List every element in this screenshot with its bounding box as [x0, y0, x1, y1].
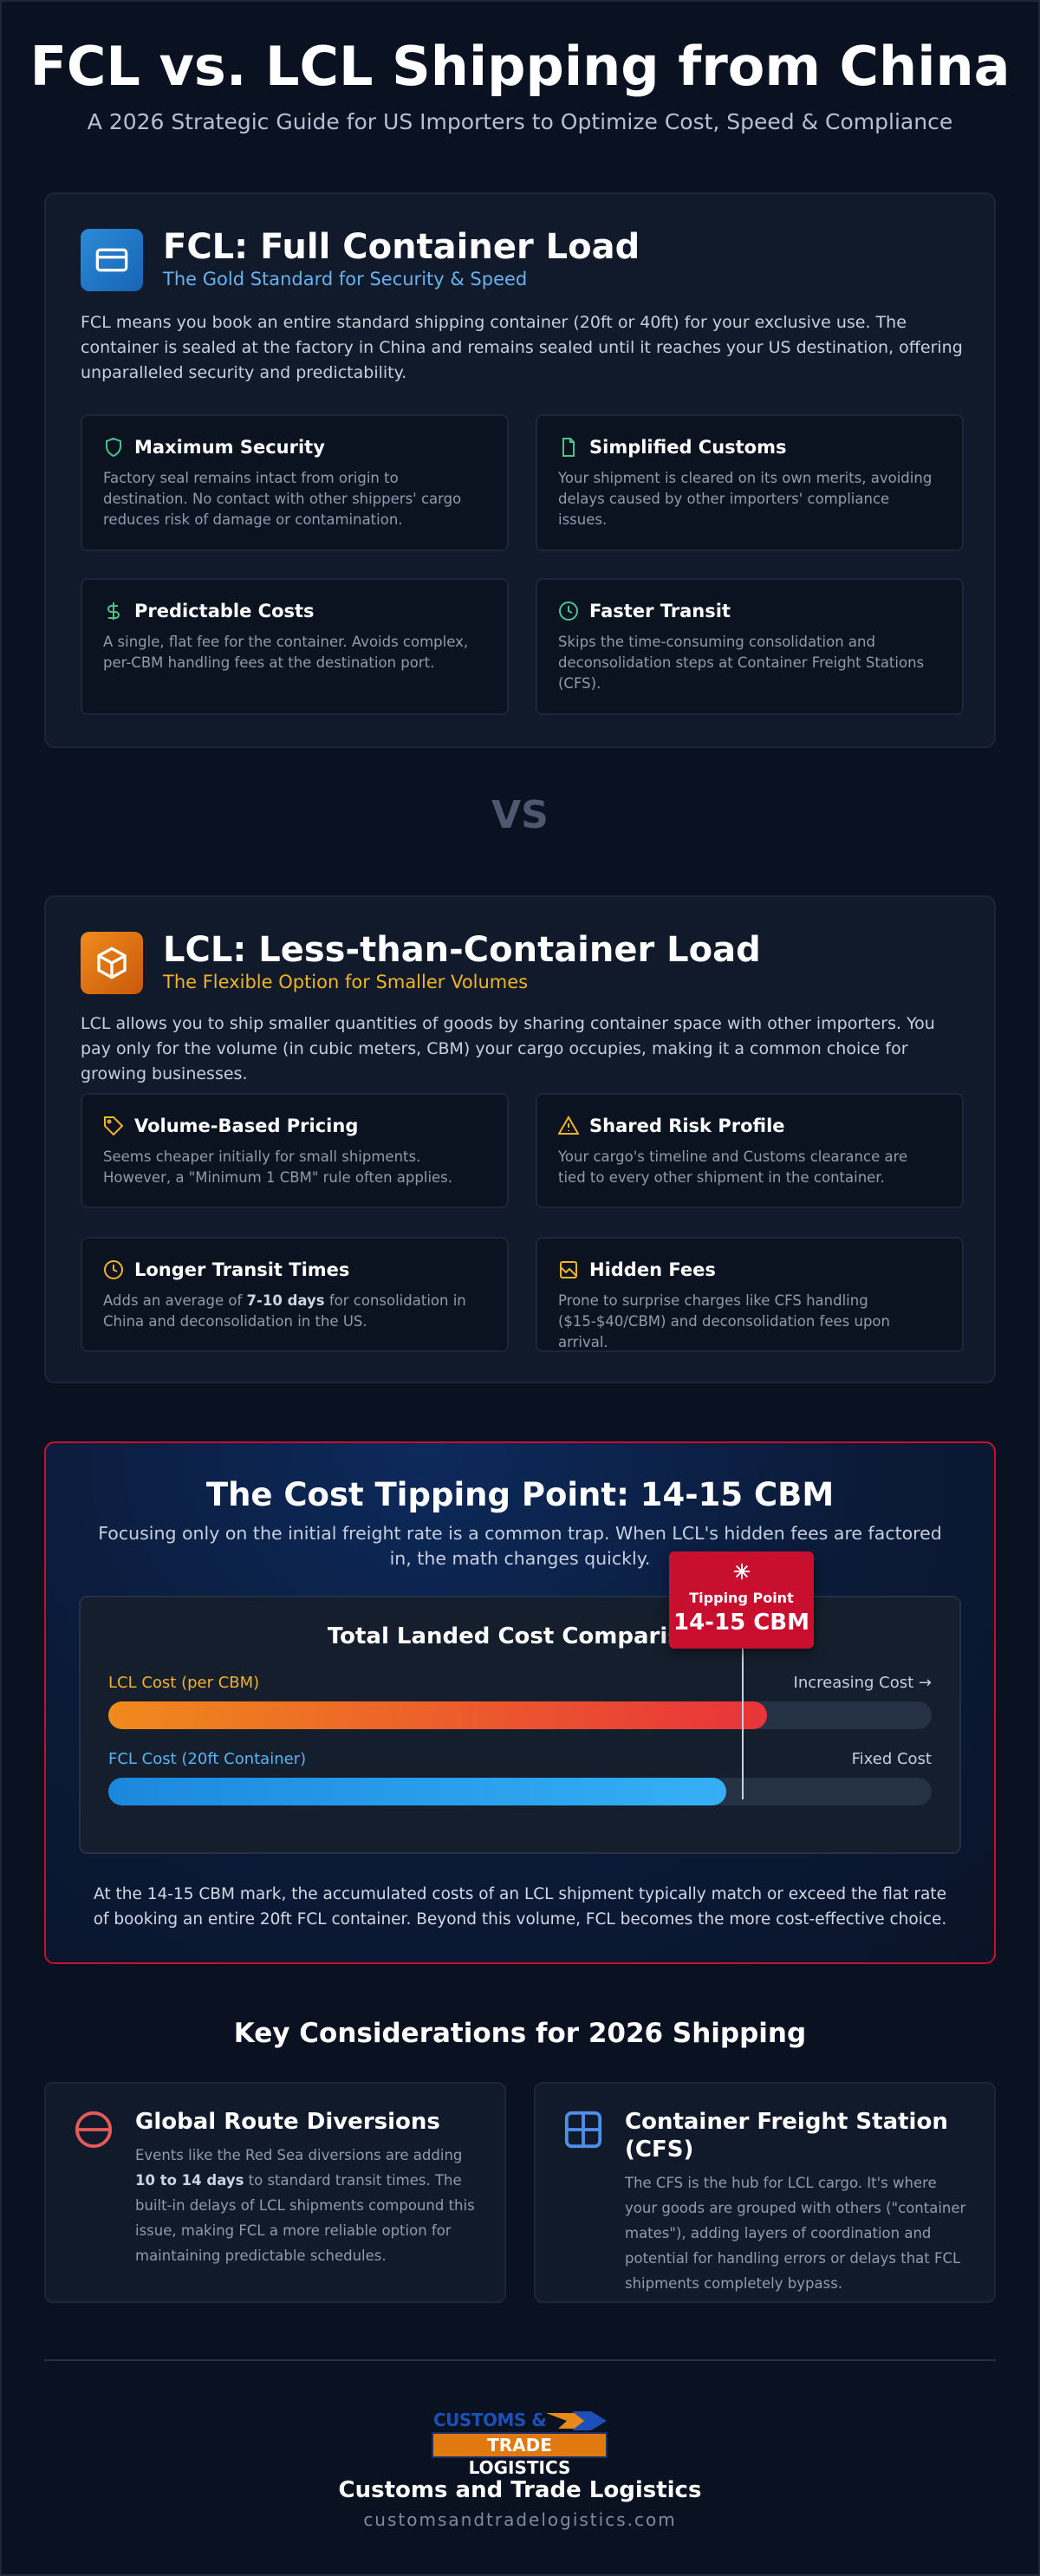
consideration-text: Events like the Red Sea diversions are a…: [135, 2143, 482, 2268]
feature-box: Shared Risk Profile Your cargo's timeline…: [536, 1093, 964, 1208]
fcl-row-note: Fixed Cost: [851, 1750, 932, 1768]
fcl-subtitle: The Gold Standard for Security & Speed: [163, 269, 528, 289]
text-part: A single, flat fee for the container. Av…: [103, 634, 469, 671]
fcl-title: FCL: Full Container Load: [163, 227, 640, 267]
fcl-bar: [108, 1778, 726, 1805]
page-title: FCL vs. LCL Shipping from China: [29, 35, 1011, 98]
fcl-description: FCL means you book an entire standard sh…: [81, 313, 963, 382]
feature-box: Volume-Based Pricing Seems cheaper initia…: [81, 1093, 509, 1208]
feature-icon: [559, 602, 578, 621]
text-part: to standard transit times. The built-in …: [135, 2172, 475, 2264]
feature-title: Longer Transit Times: [134, 1259, 350, 1280]
cfs-icon: [564, 2111, 602, 2149]
feature-icon: [106, 437, 121, 458]
emphasis: 7-10 days: [246, 1292, 325, 1309]
feature-box: Hidden Fees Prone to surprise charges lik…: [536, 1237, 964, 1352]
feature-title: Simplified Customs: [589, 437, 787, 458]
lcl-subtitle: The Flexible Option for Smaller Volumes: [163, 972, 529, 992]
feature-box: Longer Transit Times Adds an average of 7…: [81, 1237, 509, 1352]
feature-title: Volume-Based Pricing: [134, 1116, 359, 1136]
feature-icon: [560, 1261, 577, 1278]
badge-value: 14-15 CBM: [673, 1610, 809, 1636]
feature-text: Seems cheaper initially for small shipme…: [103, 1147, 484, 1188]
feature-title: Hidden Fees: [589, 1259, 716, 1280]
tipping-line: [742, 1643, 744, 1799]
text-part: Factory seal remains intact from origin …: [103, 470, 462, 528]
badge-label: Tipping Point: [689, 1590, 794, 1606]
feature-box: Predictable Costs A single, flat fee for …: [81, 578, 509, 715]
consideration-text: The CFS is the hub for LCL cargo. It's w…: [625, 2170, 972, 2296]
feature-box: Simplified Customs Your shipment is clear…: [536, 414, 964, 551]
text-part: Adds an average of: [103, 1292, 247, 1309]
feature-icon: [562, 438, 575, 457]
text-part: Seems cheaper initially for small shipme…: [103, 1148, 453, 1186]
feature-box: Faster Transit Skips the time-consuming c…: [536, 578, 964, 715]
emphasis: 10 to 14 days: [135, 2172, 244, 2189]
text-part: Skips the time-consuming consolidation a…: [558, 634, 925, 692]
feature-text: Adds an average of 7-10 days for consoli…: [103, 1291, 484, 1332]
text-part: Your cargo's timeline and Customs cleara…: [558, 1148, 908, 1186]
feature-title: Shared Risk Profile: [589, 1116, 785, 1136]
lcl-bar-track: [108, 1701, 932, 1729]
lcl-description: LCL allows you to ship smaller quantitie…: [81, 1014, 935, 1083]
logo: CUSTOMS & TRADE LOGISTICS: [432, 2410, 610, 2478]
fcl-bar-track: [108, 1778, 932, 1805]
fcl-row-label: FCL Cost (20ft Container): [108, 1750, 307, 1768]
consideration-title: Container Freight Station (CFS): [625, 2109, 948, 2163]
lcl-row-label: LCL Cost (per CBM): [108, 1674, 260, 1692]
tipping-conclusion: At the 14-15 CBM mark, the accumulated c…: [93, 1885, 947, 1929]
tipping-badge: Tipping Point 14-15 CBM: [669, 1551, 814, 1649]
chart-title: Total Landed Cost Comparison: [327, 1623, 713, 1649]
text-part: Your shipment is cleared on its own meri…: [558, 470, 933, 528]
company-name: Customs and Trade Logistics: [338, 2477, 702, 2503]
tipping-description: Focusing only on the initial freight rat…: [98, 1523, 942, 1569]
feature-text: Factory seal remains intact from origin …: [103, 468, 484, 530]
feature-icon: [104, 1116, 124, 1136]
feature-title: Maximum Security: [134, 437, 325, 458]
logo-arrow: [546, 2411, 607, 2430]
logo-top: CUSTOMS &: [433, 2410, 547, 2430]
feature-text: Prone to surprise charges like CFS handl…: [558, 1291, 939, 1353]
text-part: Events like the Red Sea diversions are a…: [135, 2147, 463, 2163]
lcl-title: LCL: Less-than-Container Load: [163, 930, 761, 970]
text-part: The CFS is the hub for LCL cargo. It's w…: [625, 2175, 966, 2292]
consideration-title: Global Route Diversions: [135, 2109, 440, 2135]
page-subtitle: A 2026 Strategic Guide for US Importers …: [87, 109, 953, 134]
feature-icon: [104, 1260, 123, 1279]
fcl-icon: [81, 229, 143, 291]
consideration-card: Global Route Diversions Events like the …: [44, 2082, 506, 2303]
divider: [44, 2359, 996, 2361]
feature-icon: [107, 602, 120, 620]
tipping-title: The Cost Tipping Point: 14-15 CBM: [205, 1476, 835, 1513]
lcl-icon: [81, 932, 143, 994]
feature-box: Maximum Security Factory seal remains int…: [81, 414, 509, 551]
feature-text: Skips the time-consuming consolidation a…: [558, 632, 939, 694]
lcl-bar: [108, 1701, 767, 1729]
text-part: for consolidation in China and deconsoli…: [103, 1292, 466, 1330]
chart-box: Total Landed Cost Comparison LCL Cost (p…: [79, 1596, 961, 1854]
route-icon: [75, 2111, 113, 2149]
vs-label: VS: [491, 793, 549, 837]
feature-text: A single, flat fee for the container. Av…: [103, 632, 484, 673]
consideration-card: Container Freight Station (CFS) The CFS …: [534, 2082, 996, 2303]
feature-title: Faster Transit: [589, 601, 731, 621]
feature-text: Your shipment is cleared on its own meri…: [558, 468, 939, 530]
feature-title: Predictable Costs: [134, 601, 315, 621]
tipping-card: The Cost Tipping Point: 14-15 CBM Focusi…: [44, 1441, 996, 1964]
lcl-row-note: Increasing Cost →: [793, 1674, 932, 1692]
lcl-card: LCL: Less-than-Container Load The Flexib…: [44, 895, 996, 1383]
text-part: Prone to surprise charges like CFS handl…: [558, 1292, 890, 1350]
feature-icon: [558, 1116, 579, 1135]
feature-text: Your cargo's timeline and Customs cleara…: [558, 1147, 939, 1188]
logo-bottom: TRADE LOGISTICS: [432, 2432, 608, 2478]
company-url[interactable]: customsandtradelogistics.com: [363, 2509, 677, 2530]
fcl-card: FCL: Full Container Load The Gold Standa…: [44, 192, 996, 748]
considerations-title: Key Considerations for 2026 Shipping: [233, 2018, 807, 2049]
